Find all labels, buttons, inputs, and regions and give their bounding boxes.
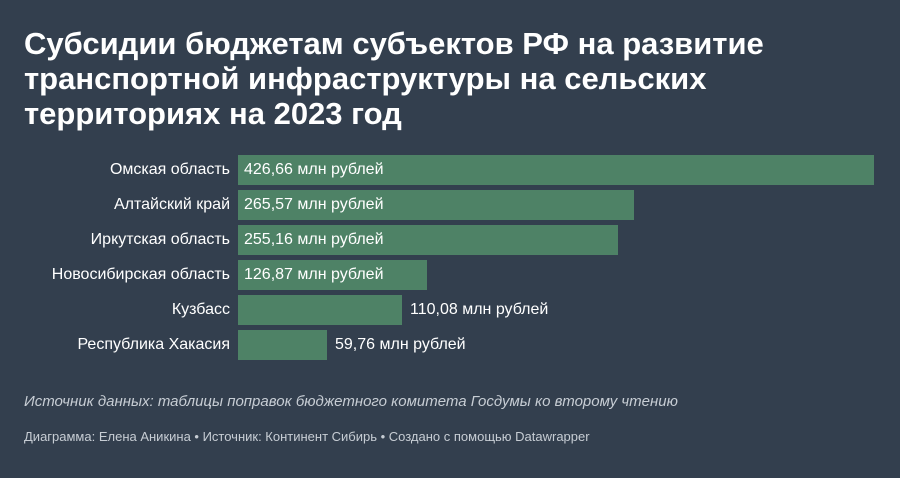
value-label: 110,08 млн рублей <box>410 301 549 318</box>
data-source-note: Источник данных: таблицы поправок бюджет… <box>24 393 678 410</box>
category-label: Алтайский край <box>113 196 230 213</box>
bar-row: Республика Хакасия 59,76 млн рублей <box>0 330 900 360</box>
bar-row: Иркутская область 255,16 млн рублей <box>0 225 900 255</box>
bar-row: Омская область 426,66 млн рублей <box>0 155 900 185</box>
chart-title: Субсидии бюджетам субъектов РФ на развит… <box>24 26 764 131</box>
category-label: Кузбасс <box>171 301 230 318</box>
category-label: Иркутская область <box>90 231 230 248</box>
value-label: 126,87 млн рублей <box>244 266 384 283</box>
bar <box>238 295 402 325</box>
category-label: Омская область <box>109 161 230 178</box>
category-label: Республика Хакасия <box>77 336 230 353</box>
bar <box>238 190 634 220</box>
category-label: Новосибирская область <box>51 266 230 283</box>
bar <box>238 330 327 360</box>
bar <box>238 155 874 185</box>
value-label: 59,76 млн рублей <box>335 336 466 353</box>
bar-chart: Омская область 426,66 млн рублей Алтайский… <box>0 150 900 370</box>
bar-row: Алтайский край 265,57 млн рублей <box>0 190 900 220</box>
bar-row: Кузбасс 110,08 млн рублей <box>0 295 900 325</box>
bar <box>238 260 427 290</box>
chart-footer: Диаграмма: Елена Аникина • Источник: Кон… <box>24 429 590 444</box>
value-label: 265,57 млн рублей <box>244 196 384 213</box>
value-label: 255,16 млн рублей <box>244 231 384 248</box>
value-label: 426,66 млн рублей <box>244 161 384 178</box>
bar <box>238 225 618 255</box>
bar-row: Новосибирская область 126,87 млн рублей <box>0 260 900 290</box>
